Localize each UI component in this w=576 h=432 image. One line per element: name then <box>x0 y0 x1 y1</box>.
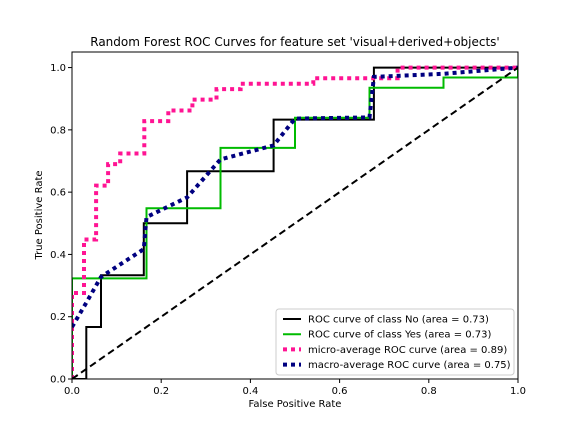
y-tick-label: 0.8 <box>50 125 66 136</box>
series-line-2 <box>72 65 518 379</box>
x-tick-label: 1.0 <box>510 386 526 397</box>
series-line-3 <box>72 65 518 329</box>
chart-title: Random Forest ROC Curves for feature set… <box>90 35 499 49</box>
x-tick-label: 0.6 <box>332 386 348 397</box>
legend-entry-2: micro-average ROC curve (area = 0.89) <box>308 345 507 356</box>
legend-entry-3: macro-average ROC curve (area = 0.75) <box>308 360 511 371</box>
x-axis-ticks: 0.0 0.2 0.4 0.6 0.8 1.0 <box>64 379 526 397</box>
x-tick-label: 0.8 <box>421 386 437 397</box>
y-tick-label: 0.4 <box>50 250 66 261</box>
x-tick-label: 0.2 <box>153 386 169 397</box>
series-line-1 <box>72 67 518 379</box>
x-axis-label: False Positive Rate <box>249 399 342 410</box>
legend-frame <box>275 308 515 376</box>
plot-frame <box>71 51 519 380</box>
legend: ROC curve of class No (area = 0.73) ROC c… <box>275 308 515 376</box>
legend-entry-0: ROC curve of class No (area = 0.73) <box>308 315 489 326</box>
y-tick-label: 1.0 <box>50 63 66 74</box>
series-line-0 <box>72 66 518 379</box>
plot-series <box>72 65 518 379</box>
chance-diagonal-line <box>72 66 518 379</box>
x-tick-label: 0.0 <box>64 386 80 397</box>
legend-entry-1: ROC curve of class Yes (area = 0.73) <box>308 330 492 341</box>
y-axis-label: True Positive Rate <box>34 170 45 260</box>
x-tick-label: 0.4 <box>242 386 258 397</box>
y-tick-label: 0.0 <box>50 375 66 386</box>
y-tick-label: 0.6 <box>50 188 66 199</box>
y-tick-label: 0.2 <box>50 312 66 323</box>
y-axis-ticks: 0.0 0.2 0.4 0.6 0.8 1.0 <box>50 63 72 386</box>
